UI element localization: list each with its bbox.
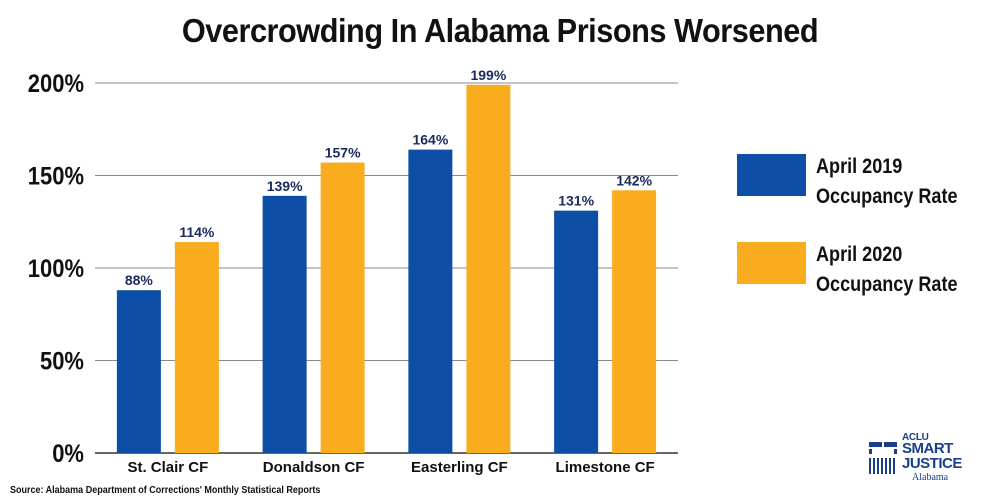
- legend-line: April 2020: [816, 243, 903, 266]
- legend-line: Occupancy Rate: [816, 185, 958, 208]
- axis-labels: 0% 50% 100% 150% 200% St. Clair CF Donaldson C…: [28, 70, 655, 476]
- data-labels: 88% 114% 139% 157% 164% 199% 131% 142%: [125, 67, 653, 288]
- aclu-smart-justice-logo: ACLU SMART JUSTICE Alabama: [868, 432, 988, 490]
- x-tick-label: Donaldson CF: [263, 459, 365, 476]
- legend-label-2020: April 2020 Occupancy Rate: [816, 240, 971, 300]
- bar: [262, 195, 307, 453]
- y-tick-label: 50%: [40, 347, 84, 375]
- logo-smart-text: SMART: [902, 440, 953, 457]
- data-label: 114%: [179, 224, 215, 240]
- bar: [174, 242, 219, 453]
- legend-item-2019: April 2019 Occupancy Rate: [737, 154, 997, 242]
- logo-mark-icon: [869, 442, 897, 474]
- legend-item-2020: April 2020 Occupancy Rate: [737, 242, 997, 330]
- logo-aclu-text: ACLU: [902, 432, 929, 443]
- y-tick-label: 100%: [28, 255, 84, 283]
- logo-state-text: Alabama: [912, 472, 949, 483]
- data-label: 131%: [558, 193, 594, 209]
- bar: [116, 290, 161, 453]
- bar: [554, 210, 599, 453]
- data-label: 164%: [412, 132, 448, 148]
- bars: [116, 84, 657, 454]
- y-tick-label: 200%: [28, 70, 84, 98]
- logo-justice-text: JUSTICE: [902, 455, 962, 472]
- legend-line: April 2019: [816, 155, 903, 178]
- bar: [466, 84, 511, 453]
- bar: [320, 162, 365, 454]
- legend-swatch-2019: [737, 154, 806, 196]
- chart-title: Overcrowding In Alabama Prisons Worsened: [181, 12, 819, 49]
- legend: April 2019 Occupancy Rate April 2020 Occ…: [737, 154, 997, 330]
- source-note: Source: Alabama Department of Correction…: [10, 485, 321, 496]
- legend-label-2019: April 2019 Occupancy Rate: [816, 152, 971, 212]
- data-label: 142%: [616, 172, 652, 188]
- y-tick-label: 0%: [52, 440, 84, 468]
- x-tick-label: Limestone CF: [556, 459, 655, 476]
- bar: [612, 190, 657, 454]
- data-label: 88%: [125, 272, 154, 288]
- data-label: 199%: [470, 67, 506, 83]
- legend-swatch-2020: [737, 242, 806, 284]
- bar: [408, 149, 453, 453]
- data-label: 139%: [267, 178, 303, 194]
- x-tick-label: Easterling CF: [411, 459, 508, 476]
- legend-line: Occupancy Rate: [816, 273, 958, 296]
- data-label: 157%: [325, 145, 361, 161]
- y-tick-label: 150%: [28, 162, 84, 190]
- x-tick-label: St. Clair CF: [127, 459, 208, 476]
